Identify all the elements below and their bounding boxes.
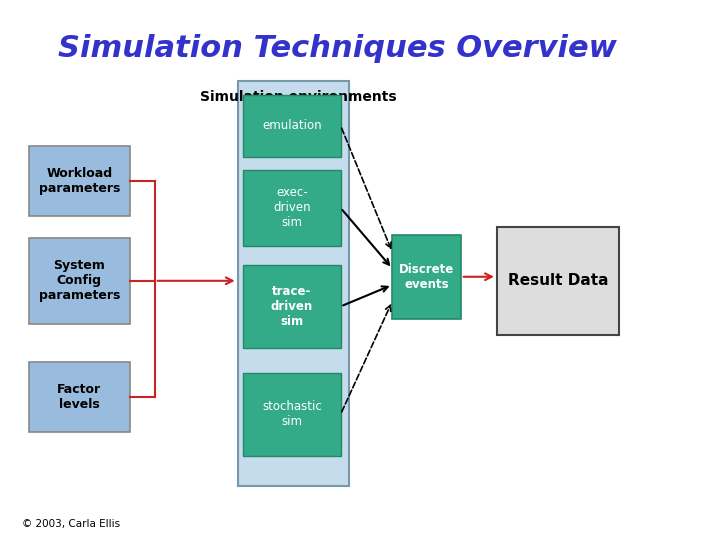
Bar bbox=[243, 94, 341, 157]
Text: Discrete
events: Discrete events bbox=[399, 263, 454, 291]
Bar bbox=[29, 362, 130, 432]
Text: System
Config
parameters: System Config parameters bbox=[38, 259, 120, 302]
Bar bbox=[238, 81, 349, 486]
Text: emulation: emulation bbox=[262, 119, 322, 132]
Bar bbox=[29, 238, 130, 324]
Bar bbox=[29, 146, 130, 216]
Text: Factor
levels: Factor levels bbox=[57, 383, 102, 411]
Text: trace-
driven
sim: trace- driven sim bbox=[271, 285, 313, 328]
Bar bbox=[243, 265, 341, 348]
Text: Simulation environments: Simulation environments bbox=[200, 90, 397, 104]
Text: Result Data: Result Data bbox=[508, 273, 608, 288]
Bar bbox=[243, 373, 341, 456]
Text: stochastic
sim: stochastic sim bbox=[262, 401, 322, 428]
Bar bbox=[497, 227, 619, 335]
Text: Simulation Techniques Overview: Simulation Techniques Overview bbox=[58, 34, 616, 63]
Bar bbox=[392, 235, 461, 319]
Text: Workload
parameters: Workload parameters bbox=[38, 167, 120, 195]
Text: © 2003, Carla Ellis: © 2003, Carla Ellis bbox=[22, 519, 120, 529]
Bar bbox=[243, 170, 341, 246]
Text: exec-
driven
sim: exec- driven sim bbox=[273, 186, 311, 230]
